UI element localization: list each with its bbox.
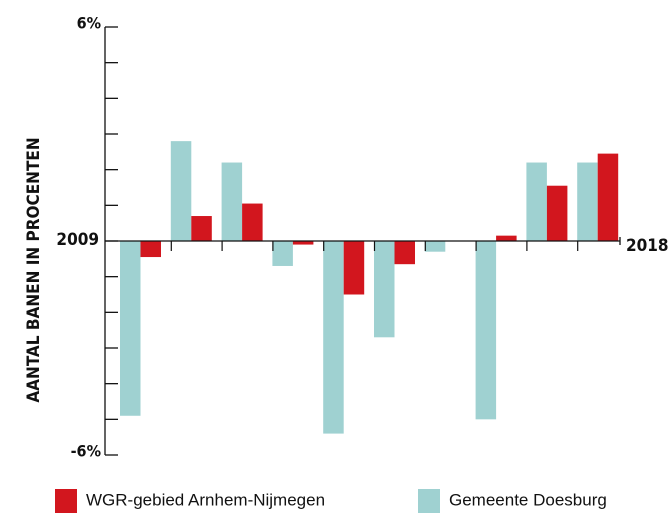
x-start-label: 2009	[56, 230, 99, 250]
y-tick-label: -6%	[71, 442, 101, 461]
bar	[394, 241, 415, 265]
bar	[221, 162, 243, 241]
bar	[140, 241, 161, 258]
bar	[424, 241, 446, 252]
legend-swatch	[418, 489, 440, 513]
bar	[120, 241, 141, 416]
bar	[475, 241, 497, 420]
bar	[577, 162, 598, 241]
y-tick-label: 6%	[77, 14, 101, 33]
bar	[374, 241, 395, 338]
bar	[496, 235, 517, 241]
bar	[170, 141, 192, 241]
x-end-label: 2018	[626, 236, 669, 256]
bar	[242, 203, 263, 241]
bar	[272, 241, 293, 266]
bar	[526, 162, 547, 241]
bar	[323, 241, 344, 434]
bar	[292, 241, 314, 245]
legend-label: WGR-gebied Arnhem-Nijmegen	[86, 490, 325, 509]
bar	[191, 216, 212, 241]
y-axis-label: AANTAL BANEN IN PROCENTEN	[24, 137, 44, 402]
legend-label: Gemeente Doesburg	[449, 490, 607, 509]
legend-swatch	[55, 489, 77, 513]
bar	[343, 241, 365, 295]
bar	[597, 153, 619, 241]
bar	[546, 185, 568, 241]
